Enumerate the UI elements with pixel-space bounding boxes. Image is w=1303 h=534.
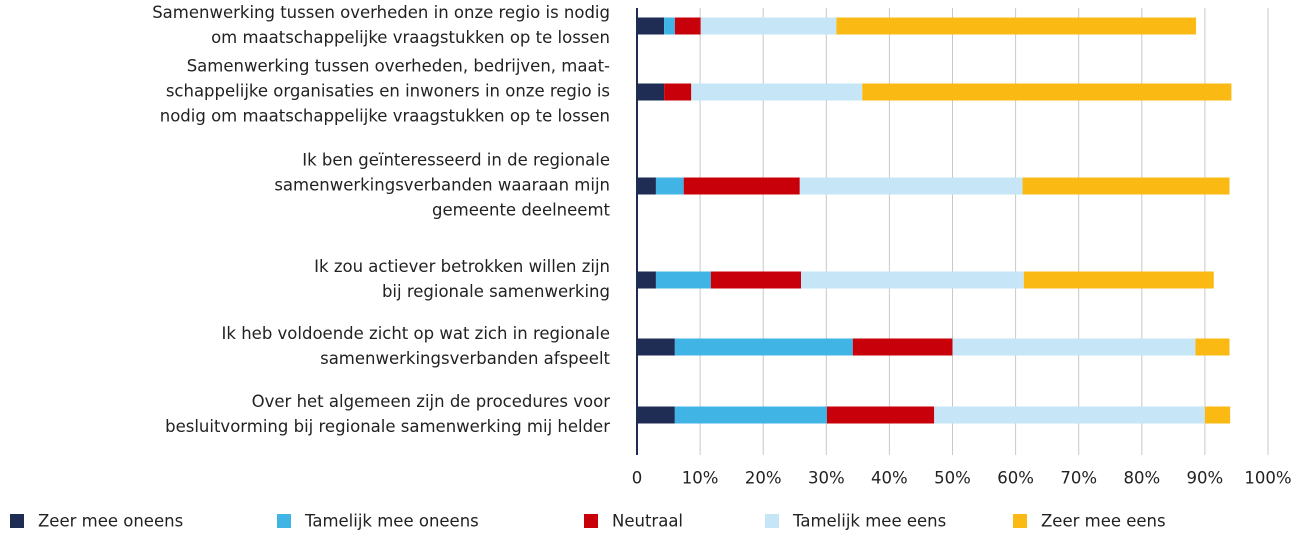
bar-segment [637, 83, 665, 101]
bar-segment [952, 338, 1196, 356]
bar-segment [1204, 406, 1231, 424]
bar-segment [852, 338, 953, 356]
category-label: nodig om maatschappelijke vraagstukken o… [160, 107, 610, 126]
bar-segment [826, 406, 935, 424]
bar-segment [934, 406, 1205, 424]
x-tick-label: 0 [632, 469, 643, 488]
bar-segment [655, 177, 684, 195]
bar-segment [691, 83, 863, 101]
bar-segment [862, 83, 1232, 101]
x-tick-label: 20% [745, 469, 782, 488]
legend-swatch [10, 514, 24, 528]
x-tick-label: 70% [1060, 469, 1097, 488]
category-label: samenwerkingsverbanden waaraan mijn [274, 176, 610, 195]
category-label: schappelijke organisaties en inwoners in… [166, 82, 610, 101]
bar-segment [674, 406, 827, 424]
bar-segment [637, 271, 656, 289]
legend-swatch [277, 514, 291, 528]
bar-segment [637, 406, 675, 424]
category-label: om maatschappelijke vraagstukken op te l… [211, 28, 610, 47]
category-label: Ik ben geïnteresseerd in de regionale [302, 151, 610, 170]
category-label: besluitvorming bij regionale samenwerkin… [165, 417, 610, 436]
legend-swatch [1013, 514, 1027, 528]
x-tick-label: 60% [997, 469, 1034, 488]
x-tick-label: 30% [808, 469, 845, 488]
x-tick-label: 50% [934, 469, 971, 488]
bar-segment [664, 17, 675, 35]
x-tick-label: 40% [871, 469, 908, 488]
bar-segment [683, 177, 800, 195]
legend-swatch [765, 514, 779, 528]
legend-label: Tamelijk mee eens [792, 512, 946, 531]
bar-segment [664, 83, 692, 101]
category-label: Samenwerking tussen overheden in onze re… [152, 3, 610, 22]
bar-segment [674, 17, 701, 35]
bar-segment [801, 271, 1024, 289]
category-label: Ik zou actiever betrokken willen zijn [314, 257, 610, 276]
legend-label: Zeer mee oneens [38, 512, 183, 531]
bar-segment [710, 271, 802, 289]
bar-segment [637, 177, 656, 195]
bar-segment [836, 17, 1197, 35]
bar-segment [1023, 271, 1214, 289]
x-tick-label: 90% [1187, 469, 1224, 488]
bar-segment [700, 17, 837, 35]
category-label: Samenwerking tussen overheden, bedrijven… [187, 57, 610, 76]
legend-label: Neutraal [612, 512, 683, 531]
category-label: samenwerkingsverbanden afspeelt [320, 349, 610, 368]
bar-segment [637, 17, 665, 35]
x-tick-label: 80% [1123, 469, 1160, 488]
legend-label: Tamelijk mee oneens [304, 512, 479, 531]
bar-segment [655, 271, 711, 289]
bar-segment [674, 338, 853, 356]
x-tick-label: 10% [682, 469, 719, 488]
bar-segment [799, 177, 1023, 195]
category-label: Over het algemeen zijn de procedures voo… [252, 392, 611, 411]
category-label: Ik heb voldoende zicht op wat zich in re… [222, 324, 610, 343]
bar-segment [1022, 177, 1230, 195]
legend-swatch [584, 514, 598, 528]
bar-segment [637, 338, 675, 356]
x-tick-label: 100% [1244, 469, 1291, 488]
category-label: bij regionale samenwerking [382, 282, 610, 301]
legend-label: Zeer mee eens [1041, 512, 1166, 531]
bar-segment [1195, 338, 1230, 356]
category-label: gemeente deelneemt [432, 201, 611, 220]
